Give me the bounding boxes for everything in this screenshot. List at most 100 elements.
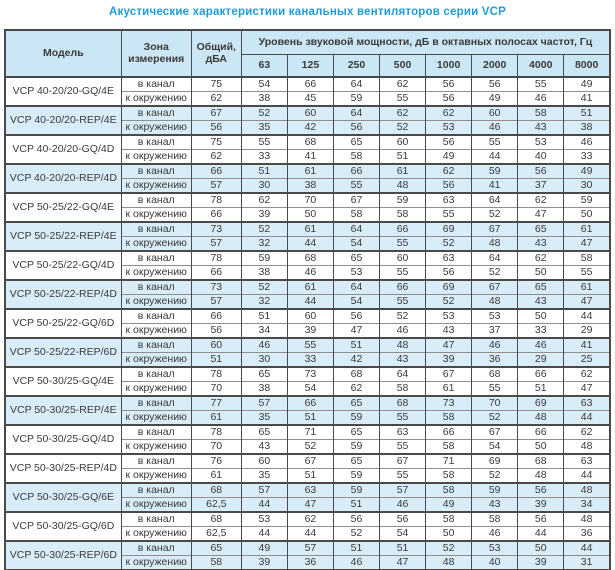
table-row-to-surroundings: к окружению 62 33 41 58 51 49 44 40 33 [5,149,611,164]
octave-value-cell: 35 [240,120,288,135]
octave-value-cell: 55 [240,134,288,150]
total-dba-cell: 66 [190,163,242,179]
table-row-to-surroundings: к окружению 61 35 51 59 55 58 52 48 44 [5,410,611,425]
zone-cell: в канал [120,221,192,237]
octave-value-cell: 67 [471,424,519,440]
total-dba-cell: 62 [190,149,242,164]
octave-value-cell: 47 [332,323,381,338]
total-dba-cell: 76 [190,453,242,469]
octave-value-cell: 55 [563,265,611,280]
octave-value-cell: 49 [471,91,519,106]
octave-value-cell: 68 [286,250,334,266]
table-row-in-duct: VCP 40-20/20-REP/4D в канал 66 51 61 66 61 62 59… [4,163,611,193]
table-row-to-surroundings: к окружению 61 35 51 59 55 58 52 48 44 [5,468,611,483]
zone-cell: к окружению [120,439,192,454]
octave-value-cell: 58 [425,482,473,498]
octave-value-cell: 34 [240,323,288,338]
header-freq-group: Уровень звуковой мощности, дБ в октавных… [240,30,611,55]
octave-value-cell: 59 [332,482,381,498]
octave-value-cell: 65 [332,453,381,469]
zone-cell: в канал [120,366,192,382]
total-dba-cell: 66 [190,207,242,222]
octave-value-cell: 43 [517,294,565,309]
octave-value-cell: 52 [471,265,519,280]
model-cell: VCP 50-30/25-GQ/4E [4,366,122,396]
model-cell: VCP 50-30/25-REP/6D [4,540,122,570]
octave-value-cell: 62 [286,511,334,527]
octave-value-cell: 39 [240,555,288,570]
model-cell: VCP 50-30/25-GQ/6D [4,511,122,541]
octave-value-cell: 65 [332,250,381,266]
octave-value-cell: 39 [425,352,473,367]
table-row-to-surroundings: к окружению 56 35 42 56 52 53 46 43 38 [5,120,611,135]
octave-value-cell: 58 [517,105,565,121]
table-row-to-surroundings: к окружению 58 39 36 46 47 48 40 39 31 [5,555,611,570]
octave-value-cell: 54 [471,439,519,454]
octave-value-cell: 46 [517,337,565,353]
octave-value-cell: 66 [286,76,334,92]
total-dba-cell: 51 [190,352,242,367]
table-row-in-duct: VCP 40-20/20-GQ/4E в канал 75 54 66 64 62 56 56 5… [4,76,611,106]
table-body: VCP 40-20/20-GQ/4E в канал 75 54 66 64 62 56 56 5… [4,76,611,570]
zone-cell: в канал [120,163,192,179]
octave-value-cell: 30 [240,178,288,193]
octave-value-cell: 61 [379,163,427,179]
total-dba-cell: 78 [190,424,242,440]
octave-value-cell: 52 [332,526,381,541]
model-cell: VCP 50-25/22-GQ/4E [4,192,122,222]
octave-value-cell: 65 [332,134,381,150]
total-dba-cell: 68 [190,482,242,498]
octave-value-cell: 44 [563,410,611,425]
octave-value-cell: 50 [517,265,565,280]
octave-value-cell: 46 [240,337,288,353]
octave-value-cell: 53 [332,265,381,280]
octave-value-cell: 58 [425,468,473,483]
octave-value-cell: 56 [425,178,473,193]
table-header: Модель Зона измерения Общий, дБА Уровень… [4,30,611,78]
octave-value-cell: 64 [332,105,381,121]
octave-value-cell: 63 [563,395,611,411]
octave-value-cell: 55 [379,439,427,454]
total-dba-cell: 78 [190,366,242,382]
octave-value-cell: 38 [240,265,288,280]
table-row-in-duct: VCP 50-25/22-GQ/4E в канал 78 62 70 67 59 63 64 6… [4,192,611,222]
table-row-in-duct: VCP 50-30/25-GQ/4E в канал 78 65 73 68 64 67 68 6… [4,366,611,396]
octave-value-cell: 60 [379,134,427,150]
octave-value-cell: 59 [332,91,381,106]
octave-value-cell: 49 [240,540,288,556]
octave-value-cell: 67 [286,453,334,469]
octave-value-cell: 65 [517,221,565,237]
octave-value-cell: 51 [332,497,381,512]
octave-value-cell: 48 [517,468,565,483]
octave-value-cell: 68 [332,366,381,382]
octave-value-cell: 52 [471,207,519,222]
octave-value-cell: 25 [563,352,611,367]
octave-value-cell: 60 [471,105,519,121]
octave-value-cell: 69 [425,221,473,237]
octave-value-cell: 56 [517,163,565,179]
octave-value-cell: 47 [563,381,611,396]
octave-value-cell: 50 [286,207,334,222]
octave-value-cell: 67 [425,366,473,382]
octave-value-cell: 38 [563,120,611,135]
total-dba-cell: 57 [190,294,242,309]
octave-value-cell: 58 [425,511,473,527]
octave-value-cell: 56 [425,76,473,92]
header-freq-250: 250 [332,54,381,78]
octave-value-cell: 50 [563,207,611,222]
total-dba-cell: 61 [190,468,242,483]
octave-value-cell: 54 [240,76,288,92]
octave-value-cell: 62 [240,192,288,208]
octave-value-cell: 47 [379,555,427,570]
table-row-in-duct: VCP 50-25/22-REP/4E в канал 73 52 61 64 66 69 67… [4,221,611,251]
octave-value-cell: 49 [563,163,611,179]
octave-value-cell: 52 [425,236,473,251]
zone-cell: к окружению [120,323,192,338]
octave-value-cell: 50 [425,526,473,541]
octave-value-cell: 42 [332,352,381,367]
zone-cell: в канал [120,308,192,324]
octave-value-cell: 35 [240,410,288,425]
octave-value-cell: 56 [425,91,473,106]
total-dba-cell: 73 [190,221,242,237]
octave-value-cell: 65 [332,395,381,411]
